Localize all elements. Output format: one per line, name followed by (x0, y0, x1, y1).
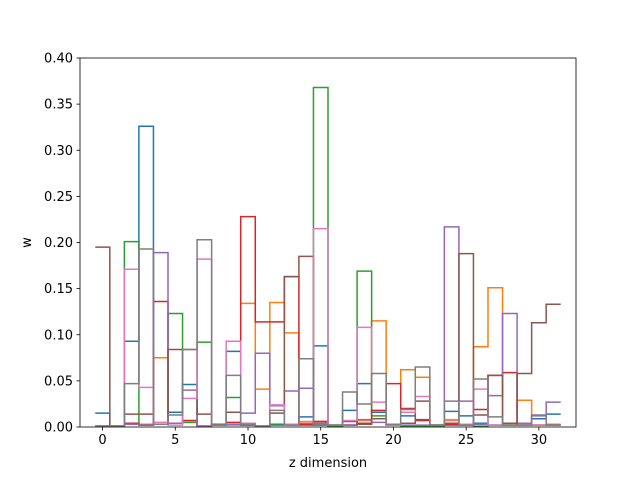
y-tick-label: 0.20 (44, 236, 73, 251)
y-tick-label: 0.25 (44, 190, 73, 205)
x-axis-label: z dimension (289, 456, 367, 471)
y-axis-label: w (20, 237, 35, 248)
y-tick-label: 0.30 (44, 144, 73, 159)
x-tick-label: 30 (531, 433, 548, 448)
y-tick-label: 0.10 (44, 328, 73, 343)
y-tick-label: 0.40 (44, 52, 73, 67)
series-line (95, 238, 561, 427)
y-axis: 0.00 0.05 0.10 0.15 0.20 0.25 0.30 0.35 0.40 (44, 52, 80, 436)
x-tick-label: 5 (171, 433, 179, 448)
x-axis: 0 5 10 15 20 25 30 (98, 427, 547, 448)
x-tick-label: 0 (98, 433, 106, 448)
y-tick-label: 0.35 (44, 98, 73, 113)
y-tick-label: 0.05 (44, 374, 73, 389)
series-layer (95, 86, 561, 427)
y-tick-label: 0.00 (44, 421, 73, 436)
y-tick-label: 0.15 (44, 282, 73, 297)
x-tick-label: 20 (385, 433, 402, 448)
x-tick-label: 15 (312, 433, 329, 448)
series-8 (95, 238, 561, 427)
x-tick-label: 10 (240, 433, 257, 448)
x-tick-label: 25 (458, 433, 475, 448)
